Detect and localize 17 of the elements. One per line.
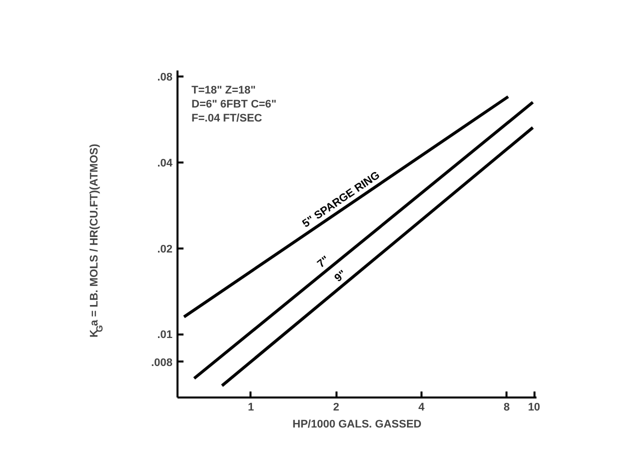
y-tick-label: .02	[157, 243, 173, 256]
x-tick-label: 2	[333, 402, 340, 414]
y-tick-label: .008	[151, 356, 173, 369]
x-tick-label: 1	[248, 402, 254, 414]
x-axis-title: HP/1000 GALS. GASSED	[292, 418, 422, 430]
text: 9"	[332, 268, 349, 285]
y-tick-label: .04	[157, 157, 174, 170]
x-tick-label: 8	[504, 402, 510, 414]
y-tick-label: .08	[157, 72, 173, 84]
annotation: T=18" Z=18"	[192, 84, 256, 96]
x-tick-label: 10	[528, 402, 540, 414]
x-tick-label: 4	[418, 402, 426, 414]
annotation: D=6" 6FBT C=6"	[192, 98, 277, 110]
y-axis-title: KGa = LB. MOLS / HR(CU.FT)(ATMOS)	[88, 144, 104, 338]
y-tick-label: .01	[157, 329, 173, 342]
text: 7"	[315, 254, 332, 270]
annotation: F=.04 FT/SEC	[192, 112, 262, 124]
